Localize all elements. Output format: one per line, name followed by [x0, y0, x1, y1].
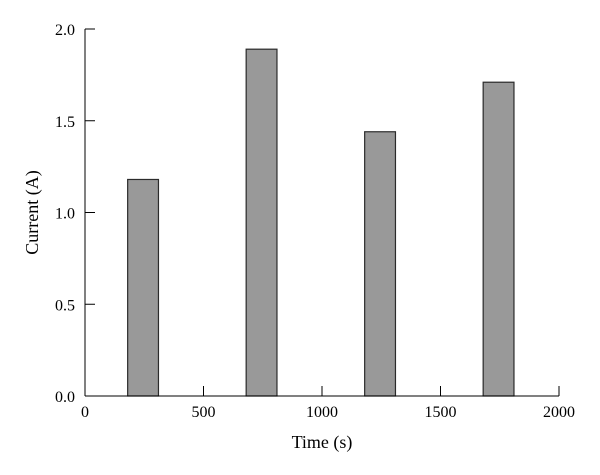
bar-4 — [482, 81, 515, 397]
y-tick-label-2.0: 2.0 — [55, 22, 75, 39]
x-tick-label-0: 0 — [81, 404, 89, 421]
bar-3 — [364, 131, 397, 397]
bars-layer — [127, 48, 515, 397]
y-axis-title: Current (A) — [22, 170, 43, 254]
y-tick-label-1.5: 1.5 — [55, 114, 75, 131]
y-tick-label-0.5: 0.5 — [55, 297, 75, 314]
x-tick-label-1500: 1500 — [425, 404, 457, 421]
bar-2 — [245, 48, 278, 397]
x-tick-label-2000: 2000 — [543, 404, 575, 421]
x-tick-label-1000: 1000 — [306, 404, 338, 421]
x-axis-title: Time (s) — [292, 432, 353, 453]
x-ticks: 0 500 1000 1500 2000 — [81, 386, 575, 421]
bar-1 — [127, 178, 160, 397]
x-tick-label-500: 500 — [192, 404, 216, 421]
y-tick-label-1.0: 1.0 — [55, 206, 75, 223]
y-tick-label-0.0: 0.0 — [55, 389, 75, 406]
y-ticks: 0.0 0.5 1.0 1.5 2.0 — [55, 22, 95, 406]
